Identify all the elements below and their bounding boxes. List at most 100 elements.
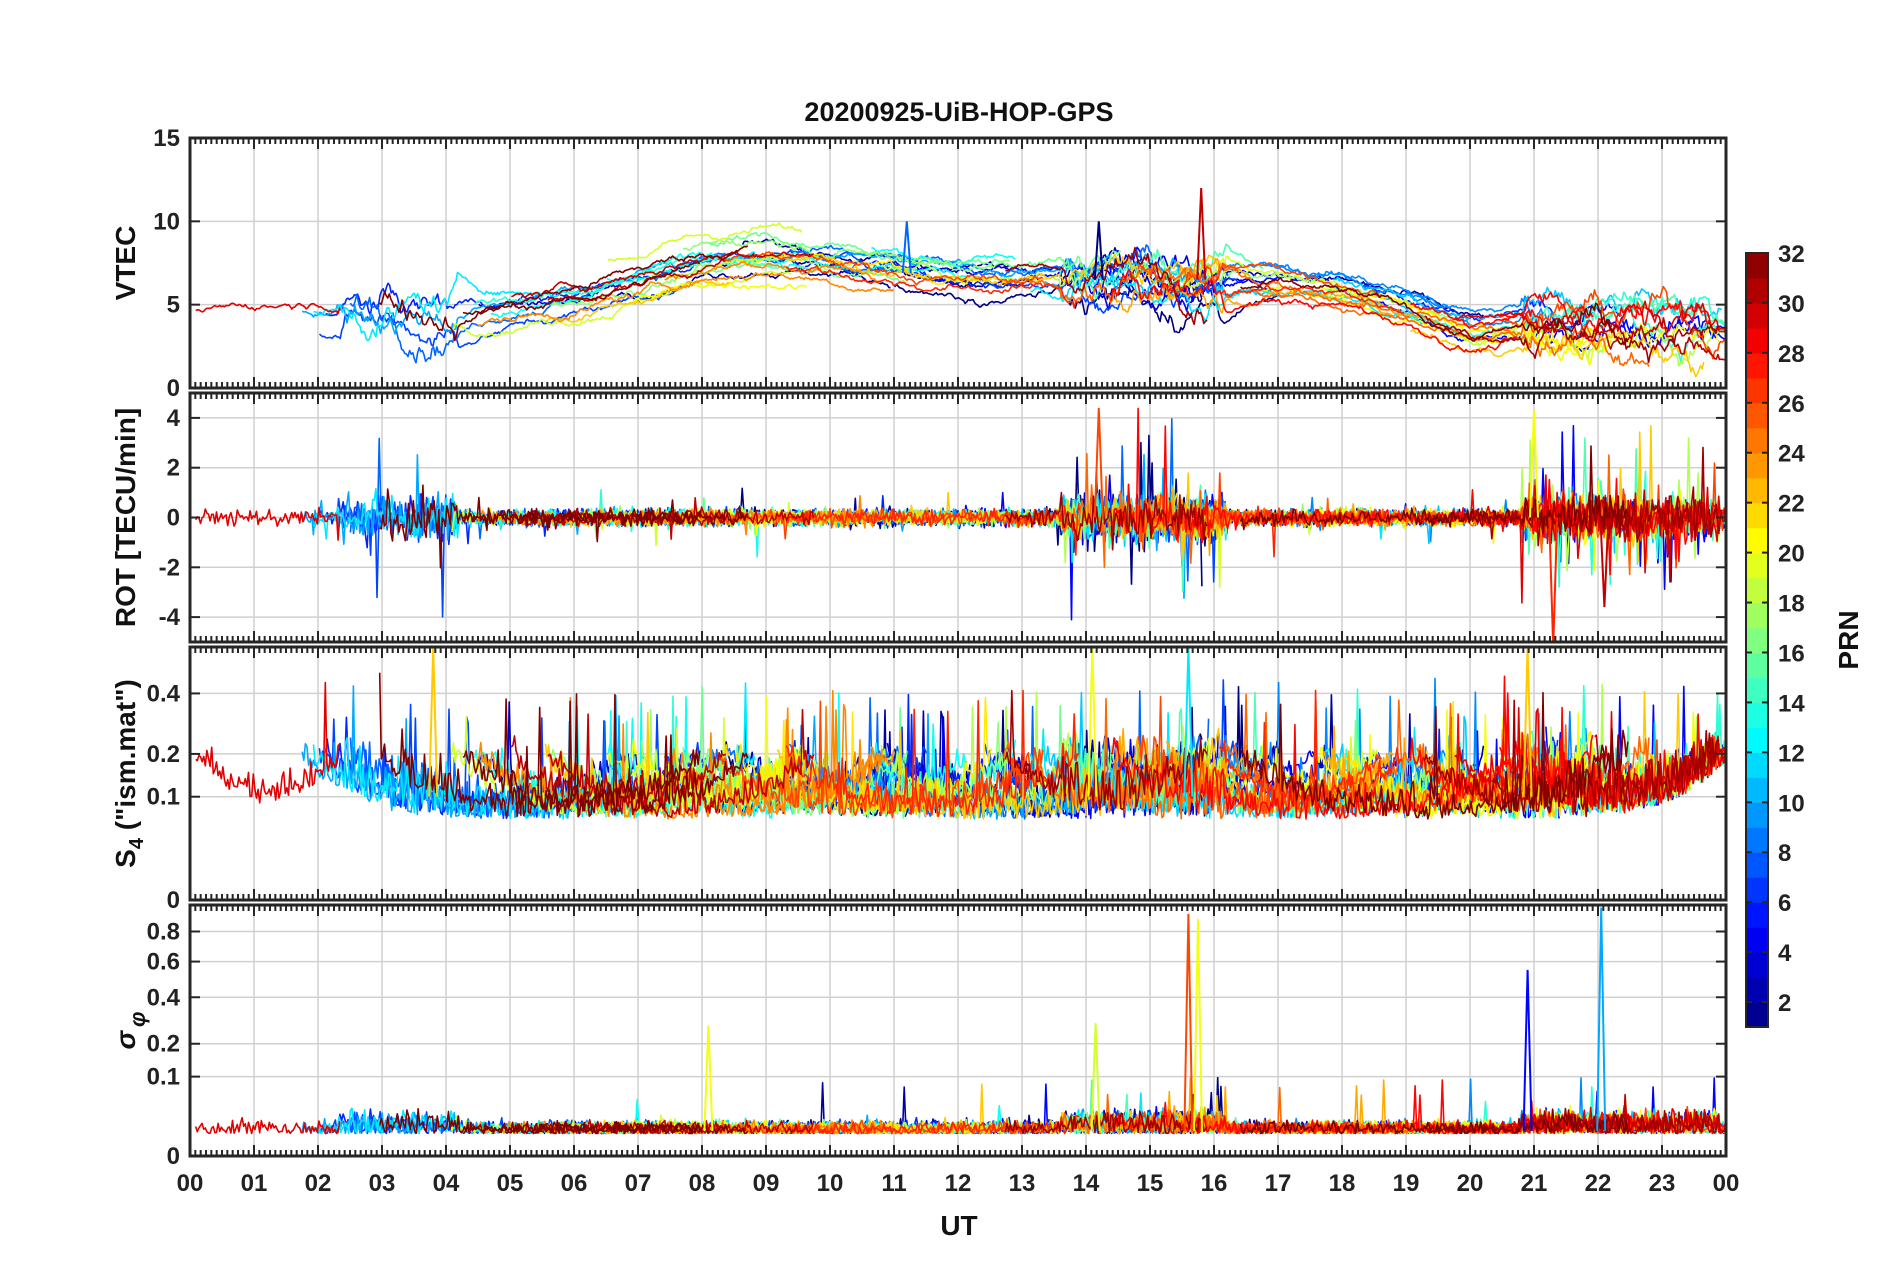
y-tick-label: 15 [153, 125, 180, 152]
series-line-prn-24 [477, 271, 895, 327]
panel-2: -4 -2 0 2 4 ROT [TECU/min] [110, 391, 1728, 644]
colorbar-tick-label: 22 [1778, 491, 1805, 518]
series-line-prn-29 [194, 1116, 341, 1135]
panel-3: 0 0.1 0.2 0.4S4 ("ism.mat") [110, 645, 1728, 914]
colorbar-segment [1746, 877, 1768, 903]
x-tick-label: 11 [881, 1170, 906, 1197]
series-line-prn-26 [1137, 262, 1382, 297]
series-line-prn-30 [510, 708, 815, 819]
y-tick-label: 5 [167, 292, 180, 319]
peak-mark [1093, 407, 1104, 518]
series-line-prn-26 [717, 700, 1044, 819]
series-line-prn-31 [1004, 689, 1208, 811]
colorbar-tick-label: 20 [1778, 541, 1805, 568]
series-line-prn-16 [709, 231, 1122, 274]
colorbar-tick-label: 26 [1778, 391, 1805, 418]
series-line-prn-19 [451, 270, 792, 339]
series-line-prn-22 [1410, 328, 1705, 378]
panel-2-ticks [189, 393, 1727, 642]
panel-4: 0 0.1 0.2 0.4 0.6 0.8 σφ [110, 903, 1728, 1170]
peak-mark [1093, 221, 1104, 280]
series-line-prn-32 [462, 693, 701, 814]
series-line-prn-31 [1005, 246, 1208, 326]
colorbar-segment [1746, 927, 1768, 953]
x-tick-label: 12 [945, 1170, 972, 1197]
x-tick-label: 19 [1393, 1170, 1420, 1197]
x-tick-label: 20 [1457, 1170, 1484, 1197]
series-line-prn-19 [607, 222, 803, 263]
y-tick-label: 0.8 [147, 918, 180, 945]
y-tick-label: -2 [159, 554, 180, 581]
colorbar-tick-label: 10 [1778, 790, 1805, 817]
colorbar-segment [1746, 652, 1768, 679]
series-line-prn-29 [194, 506, 341, 541]
panel-3-series [195, 647, 1726, 820]
panel-2-series [194, 407, 1726, 642]
colorbar-segment [1746, 302, 1768, 329]
panels: 0 5 10 15 VTEC -4 -2 0 2 4 ROT [TECU/min] 0 0.1 0.2 0.… [110, 125, 1728, 1170]
panel-2-grid [190, 393, 1726, 642]
peak-mark [428, 647, 439, 797]
colorbar-segment [1746, 977, 1768, 1003]
series-line-prn-32 [1239, 691, 1629, 820]
colorbar-segment [1746, 1002, 1768, 1028]
panel-1-ticks [189, 137, 1727, 389]
y-tick-label: 0.4 [147, 680, 181, 707]
colorbar-segment [1746, 952, 1768, 978]
colorbar-segment [1746, 827, 1768, 853]
peak-mark [1529, 410, 1539, 518]
series-line-prn-26 [717, 507, 1044, 540]
colorbar-segment [1746, 427, 1768, 454]
y-tick-label: 0 [167, 375, 180, 402]
colorbar-segment [1746, 777, 1768, 803]
series-line-prn-29 [195, 302, 341, 315]
colorbar-frame [1745, 252, 1769, 1028]
series-line-prn-11 [1332, 276, 1723, 321]
peak-mark [1599, 517, 1610, 608]
series-line-prn-31 [1424, 315, 1720, 364]
series-line-prn-1 [894, 258, 1203, 308]
series-line-prn-31 [1004, 491, 1208, 551]
panel-1-series [195, 187, 1726, 378]
series-line-prn-10 [796, 246, 1198, 281]
colorbar-segment [1746, 377, 1768, 404]
series-line-prn-32 [462, 1120, 701, 1135]
panel-4-grid [190, 905, 1726, 1156]
peak-mark [1183, 913, 1194, 1131]
x-tick-label: 10 [817, 1170, 844, 1197]
series-line-prn-27 [1218, 284, 1403, 315]
peak-mark [901, 221, 912, 274]
peak-mark [1183, 647, 1194, 797]
x-tick-label: 00 [1713, 1170, 1740, 1197]
panel-1: 0 5 10 15 VTEC [110, 125, 1728, 402]
y-tick-label: 4 [167, 405, 181, 432]
peak-mark [1548, 517, 1559, 642]
colorbar-tick-label: 18 [1778, 591, 1805, 618]
panel-4-series [194, 907, 1726, 1135]
x-tick-label: 18 [1329, 1170, 1356, 1197]
series-line-prn-32 [379, 245, 749, 342]
series-line-prn-29 [195, 681, 341, 804]
colorbar-segment [1746, 577, 1768, 604]
series-line-prn-31 [1423, 699, 1720, 818]
x-tick-label: 21 [1521, 1170, 1548, 1197]
colorbar-tick-label: 24 [1778, 441, 1805, 468]
series-line-prn-22 [545, 279, 730, 323]
colorbar-segment [1746, 327, 1768, 354]
x-tick-label: 17 [1265, 1170, 1292, 1197]
chart-title: 20200925-UiB-HOP-GPS [804, 97, 1113, 127]
x-tick-label: 14 [1073, 1170, 1100, 1197]
series-line-prn-32 [462, 261, 701, 316]
colorbar-segment [1746, 253, 1768, 279]
colorbar-segment [1746, 552, 1768, 579]
x-tick-label: 00 [177, 1170, 204, 1197]
y-tick-label: 0 [167, 505, 180, 532]
x-tick-label: 03 [369, 1170, 396, 1197]
series-line-prn-32 [1239, 1108, 1629, 1135]
panel-3-ticks [189, 647, 1727, 901]
colorbar-segment [1746, 527, 1768, 554]
x-tick-label: 16 [1201, 1170, 1228, 1197]
colorbar-segment [1746, 477, 1768, 504]
y-tick-label: 0.4 [147, 984, 181, 1011]
colorbar-tick-label: 2 [1778, 990, 1791, 1017]
